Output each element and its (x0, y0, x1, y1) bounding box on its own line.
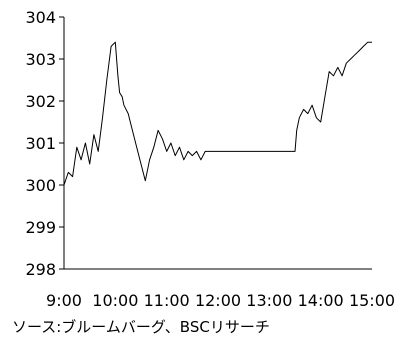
y-axis: 298 299 300 301 302 303 304 (25, 8, 65, 279)
x-tick-label: 12:00 (195, 291, 241, 310)
price-line (63, 41, 372, 186)
y-tick-label: 303 (25, 50, 56, 69)
x-tick-label: 11:00 (144, 291, 190, 310)
series-layer (63, 41, 372, 186)
source-note: ソース:ブルームバーグ、BSCリサーチ (12, 318, 270, 336)
x-tick-label: 15:00 (349, 291, 395, 310)
y-tick-label: 302 (25, 92, 56, 111)
x-tick-label: 9:00 (46, 291, 82, 310)
y-tick-label: 304 (25, 8, 56, 27)
x-tick-label: 13:00 (246, 291, 292, 310)
line-chart: 298 299 300 301 302 303 304 9:00 10:00 11:00 12:0… (25, 8, 395, 310)
y-tick-label: 301 (25, 134, 56, 153)
x-axis: 9:00 10:00 11:00 12:00 13:00 14:00 15:00 (46, 268, 395, 310)
y-tick-label: 299 (25, 218, 56, 237)
x-tick-label: 10:00 (92, 291, 138, 310)
y-tick-label: 300 (25, 176, 56, 195)
x-tick-label: 14:00 (298, 291, 344, 310)
y-tick-label: 298 (25, 260, 56, 279)
